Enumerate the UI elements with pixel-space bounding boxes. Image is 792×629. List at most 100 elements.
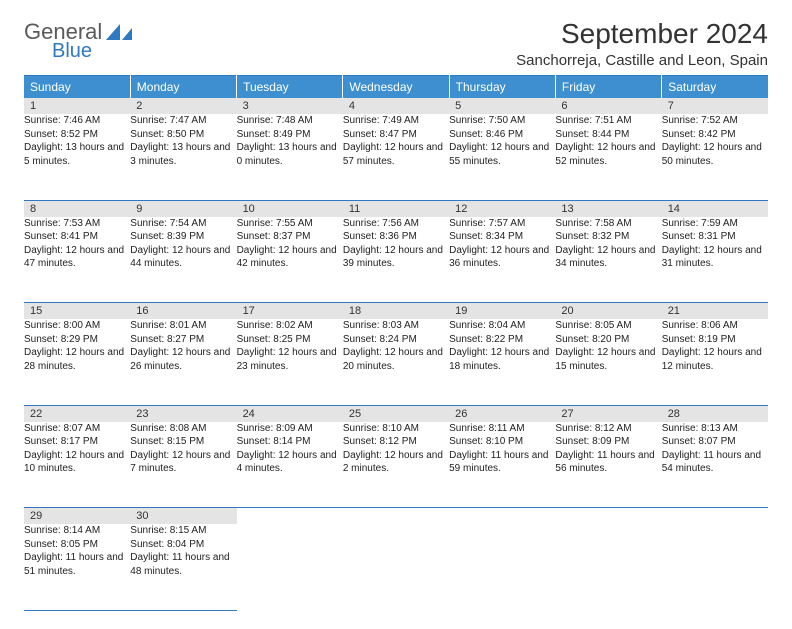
daylight-text: Daylight: 11 hours and 59 minutes.	[449, 449, 555, 476]
day-cell: Sunrise: 7:52 AMSunset: 8:42 PMDaylight:…	[662, 114, 768, 200]
daylight-text: Daylight: 11 hours and 48 minutes.	[130, 551, 236, 578]
sunset-text: Sunset: 8:05 PM	[24, 538, 130, 552]
day-cell: Sunrise: 7:53 AMSunset: 8:41 PMDaylight:…	[24, 217, 130, 303]
weekday-header: Friday	[555, 76, 661, 99]
daylight-text: Daylight: 11 hours and 56 minutes.	[555, 449, 661, 476]
day-cell: Sunrise: 7:51 AMSunset: 8:44 PMDaylight:…	[555, 114, 661, 200]
sunrise-text: Sunrise: 8:09 AM	[237, 422, 343, 436]
sunset-text: Sunset: 8:31 PM	[662, 230, 768, 244]
month-title: September 2024	[516, 18, 768, 50]
daylight-text: Daylight: 13 hours and 3 minutes.	[130, 141, 236, 168]
daylight-text: Daylight: 12 hours and 26 minutes.	[130, 346, 236, 373]
day-number-cell: 18	[343, 303, 449, 320]
day-cell: Sunrise: 7:46 AMSunset: 8:52 PMDaylight:…	[24, 114, 130, 200]
weekday-header: Sunday	[24, 76, 130, 99]
sunrise-text: Sunrise: 7:59 AM	[662, 217, 768, 231]
day-number-cell: 28	[662, 405, 768, 422]
sunset-text: Sunset: 8:15 PM	[130, 435, 236, 449]
daylight-text: Daylight: 13 hours and 0 minutes.	[237, 141, 343, 168]
day-number-cell: 9	[130, 200, 236, 217]
daylight-text: Daylight: 13 hours and 5 minutes.	[24, 141, 130, 168]
brand-word2: Blue	[52, 42, 102, 60]
day-cell: Sunrise: 8:04 AMSunset: 8:22 PMDaylight:…	[449, 319, 555, 405]
sunset-text: Sunset: 8:42 PM	[662, 128, 768, 142]
day-number-cell: 24	[237, 405, 343, 422]
sunset-text: Sunset: 8:46 PM	[449, 128, 555, 142]
day-number-cell: 22	[24, 405, 130, 422]
sunrise-text: Sunrise: 8:15 AM	[130, 524, 236, 538]
sunset-text: Sunset: 8:44 PM	[555, 128, 661, 142]
day-cell: Sunrise: 8:05 AMSunset: 8:20 PMDaylight:…	[555, 319, 661, 405]
day-cell: Sunrise: 8:09 AMSunset: 8:14 PMDaylight:…	[237, 422, 343, 508]
day-number-cell: 23	[130, 405, 236, 422]
day-cell: Sunrise: 8:01 AMSunset: 8:27 PMDaylight:…	[130, 319, 236, 405]
day-number-row: 22232425262728	[24, 405, 768, 422]
weekday-header: Saturday	[662, 76, 768, 99]
empty-cell	[343, 524, 449, 610]
sunrise-text: Sunrise: 7:47 AM	[130, 114, 236, 128]
day-cell: Sunrise: 7:49 AMSunset: 8:47 PMDaylight:…	[343, 114, 449, 200]
day-number-cell: 12	[449, 200, 555, 217]
sunrise-text: Sunrise: 7:58 AM	[555, 217, 661, 231]
day-cell: Sunrise: 7:50 AMSunset: 8:46 PMDaylight:…	[449, 114, 555, 200]
sunrise-text: Sunrise: 8:01 AM	[130, 319, 236, 333]
sunset-text: Sunset: 8:24 PM	[343, 333, 449, 347]
sunrise-text: Sunrise: 7:46 AM	[24, 114, 130, 128]
day-cell: Sunrise: 8:07 AMSunset: 8:17 PMDaylight:…	[24, 422, 130, 508]
sunset-text: Sunset: 8:07 PM	[662, 435, 768, 449]
empty-cell	[555, 524, 661, 610]
sunset-text: Sunset: 8:20 PM	[555, 333, 661, 347]
day-number-cell: 21	[662, 303, 768, 320]
day-content-row: Sunrise: 8:14 AMSunset: 8:05 PMDaylight:…	[24, 524, 768, 610]
sunset-text: Sunset: 8:47 PM	[343, 128, 449, 142]
day-number-row: 2930	[24, 508, 768, 525]
sunrise-text: Sunrise: 8:13 AM	[662, 422, 768, 436]
daylight-text: Daylight: 12 hours and 18 minutes.	[449, 346, 555, 373]
daylight-text: Daylight: 12 hours and 12 minutes.	[662, 346, 768, 373]
day-cell: Sunrise: 8:10 AMSunset: 8:12 PMDaylight:…	[343, 422, 449, 508]
day-cell: Sunrise: 8:15 AMSunset: 8:04 PMDaylight:…	[130, 524, 236, 610]
sunrise-text: Sunrise: 8:05 AM	[555, 319, 661, 333]
day-cell: Sunrise: 8:08 AMSunset: 8:15 PMDaylight:…	[130, 422, 236, 508]
sunset-text: Sunset: 8:25 PM	[237, 333, 343, 347]
brand-text: General Blue	[24, 22, 102, 60]
sunrise-text: Sunrise: 7:57 AM	[449, 217, 555, 231]
calendar-table: Sunday Monday Tuesday Wednesday Thursday…	[24, 75, 768, 611]
sail-icon	[106, 24, 132, 42]
daylight-text: Daylight: 11 hours and 54 minutes.	[662, 449, 768, 476]
day-cell: Sunrise: 8:02 AMSunset: 8:25 PMDaylight:…	[237, 319, 343, 405]
day-cell: Sunrise: 7:58 AMSunset: 8:32 PMDaylight:…	[555, 217, 661, 303]
calendar-page: General Blue September 2024 Sanchorreja,…	[0, 0, 792, 629]
day-number-row: 891011121314	[24, 200, 768, 217]
day-number-cell: 15	[24, 303, 130, 320]
daylight-text: Daylight: 12 hours and 23 minutes.	[237, 346, 343, 373]
daylight-text: Daylight: 12 hours and 47 minutes.	[24, 244, 130, 271]
header: General Blue September 2024 Sanchorreja,…	[24, 18, 768, 69]
sunrise-text: Sunrise: 8:08 AM	[130, 422, 236, 436]
daylight-text: Daylight: 12 hours and 31 minutes.	[662, 244, 768, 271]
day-number-cell: 5	[449, 98, 555, 114]
sunrise-text: Sunrise: 7:49 AM	[343, 114, 449, 128]
day-cell: Sunrise: 7:57 AMSunset: 8:34 PMDaylight:…	[449, 217, 555, 303]
sunset-text: Sunset: 8:52 PM	[24, 128, 130, 142]
sunset-text: Sunset: 8:50 PM	[130, 128, 236, 142]
day-number-cell: 19	[449, 303, 555, 320]
empty-cell	[343, 508, 449, 525]
daylight-text: Daylight: 12 hours and 20 minutes.	[343, 346, 449, 373]
day-cell: Sunrise: 8:00 AMSunset: 8:29 PMDaylight:…	[24, 319, 130, 405]
day-number-cell: 26	[449, 405, 555, 422]
day-content-row: Sunrise: 8:07 AMSunset: 8:17 PMDaylight:…	[24, 422, 768, 508]
location-subtitle: Sanchorreja, Castille and Leon, Spain	[516, 52, 768, 69]
day-number-cell: 20	[555, 303, 661, 320]
sunrise-text: Sunrise: 7:50 AM	[449, 114, 555, 128]
daylight-text: Daylight: 12 hours and 44 minutes.	[130, 244, 236, 271]
day-content-row: Sunrise: 8:00 AMSunset: 8:29 PMDaylight:…	[24, 319, 768, 405]
day-number-cell: 2	[130, 98, 236, 114]
day-number-cell: 16	[130, 303, 236, 320]
sunrise-text: Sunrise: 7:51 AM	[555, 114, 661, 128]
sunset-text: Sunset: 8:17 PM	[24, 435, 130, 449]
day-cell: Sunrise: 8:13 AMSunset: 8:07 PMDaylight:…	[662, 422, 768, 508]
empty-cell	[237, 508, 343, 525]
daylight-text: Daylight: 12 hours and 34 minutes.	[555, 244, 661, 271]
calendar-header-row: Sunday Monday Tuesday Wednesday Thursday…	[24, 76, 768, 99]
